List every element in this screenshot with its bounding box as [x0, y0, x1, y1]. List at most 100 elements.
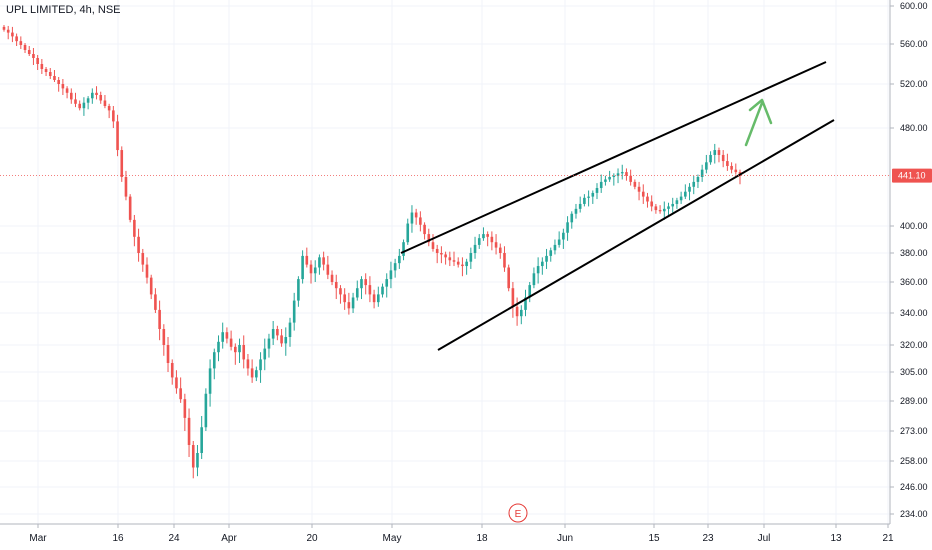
candle-body [86, 98, 90, 103]
candle-body [19, 41, 23, 45]
grid [0, 0, 890, 524]
x-tick-label: 15 [648, 533, 660, 544]
candle-body [40, 64, 44, 69]
candle-body [490, 236, 494, 243]
x-tick-label: Jun [557, 533, 573, 544]
x-tick-label: 21 [882, 533, 894, 544]
y-tick-label: 320.00 [900, 340, 928, 350]
candle-body [158, 309, 161, 329]
candle-body [246, 359, 250, 369]
candle-body [641, 191, 645, 197]
candle-body [334, 282, 338, 289]
candle-body [284, 337, 288, 344]
candle-body [360, 279, 363, 289]
candle-body [469, 253, 473, 262]
candle-body [507, 267, 510, 289]
candle-body [440, 253, 443, 255]
projection-arrow-icon[interactable] [744, 98, 773, 147]
candle-body [204, 393, 208, 428]
candle-body [696, 177, 700, 182]
candle-body [519, 309, 523, 317]
candle-body [503, 253, 506, 268]
candle-body [6, 29, 10, 33]
candle-body [229, 338, 233, 347]
lower-channel-trendline[interactable] [437, 119, 835, 351]
x-tick-label: 13 [830, 533, 842, 544]
candle-body [339, 288, 342, 295]
candle-body [69, 92, 73, 100]
candle-body [255, 370, 258, 378]
candle-body [498, 247, 502, 253]
candle-body [515, 306, 519, 317]
y-tick-label: 560.00 [900, 39, 928, 49]
candle-body [196, 453, 199, 468]
x-tick-label: Jul [758, 533, 771, 544]
candle-body [292, 300, 296, 323]
candle-body [271, 329, 275, 339]
candle-body [448, 257, 452, 261]
candle-body [389, 270, 393, 280]
candle-body [120, 150, 124, 177]
candle-body [170, 363, 174, 378]
candle-body [473, 244, 477, 253]
candle-body [595, 188, 599, 193]
candle-body [604, 179, 607, 182]
x-tick-label: May [383, 533, 402, 544]
candle-body [570, 213, 574, 223]
candle-body [225, 332, 229, 339]
candle-body [549, 250, 553, 256]
candle-body [477, 238, 481, 245]
candle-body [221, 332, 225, 342]
candle-body [637, 186, 641, 192]
candle-body [322, 257, 325, 265]
candle-body [107, 106, 111, 111]
candle-body [726, 161, 729, 166]
drawings[interactable] [0, 61, 890, 351]
candle-body [461, 264, 464, 267]
candle-body [536, 266, 540, 274]
y-tick-label: 600.00 [900, 1, 928, 11]
candle-body [431, 242, 435, 249]
candle-body [297, 279, 300, 301]
candle-body [671, 203, 675, 207]
candle-body [187, 417, 191, 445]
candle-body [250, 368, 254, 378]
candle-body [717, 150, 721, 155]
candle-body [145, 264, 149, 278]
candle-body [444, 254, 447, 258]
candle-body [48, 72, 52, 76]
candle-body [427, 234, 431, 243]
candle-body [259, 359, 262, 371]
candle-body [730, 165, 733, 170]
candle-body [318, 257, 321, 268]
y-tick-label: 480.00 [900, 123, 928, 133]
candle-body [305, 255, 309, 265]
candle-body [242, 345, 246, 360]
candle-body [179, 388, 182, 400]
upper-channel-trendline[interactable] [400, 61, 827, 254]
candle-body [200, 427, 203, 453]
candle-body [91, 92, 94, 99]
candle-body [133, 219, 136, 237]
candle-body [372, 294, 376, 303]
candle-body [162, 329, 166, 345]
candle-body [583, 197, 586, 204]
earnings-marker-icon[interactable]: E [508, 503, 528, 523]
candle-body [175, 377, 178, 389]
x-tick-label: 20 [306, 533, 318, 544]
candle-body [234, 346, 237, 353]
candle-body [452, 260, 456, 262]
candle-body [23, 45, 27, 50]
candle-body [393, 263, 397, 271]
candle-body [465, 261, 468, 267]
candle-body [166, 345, 170, 363]
candle-body [511, 288, 515, 307]
candle-body [734, 169, 738, 173]
candle-body [65, 88, 69, 93]
candle-body [280, 335, 283, 344]
candle-body [276, 329, 279, 336]
candle-body [574, 208, 578, 214]
candle-body [57, 80, 60, 84]
